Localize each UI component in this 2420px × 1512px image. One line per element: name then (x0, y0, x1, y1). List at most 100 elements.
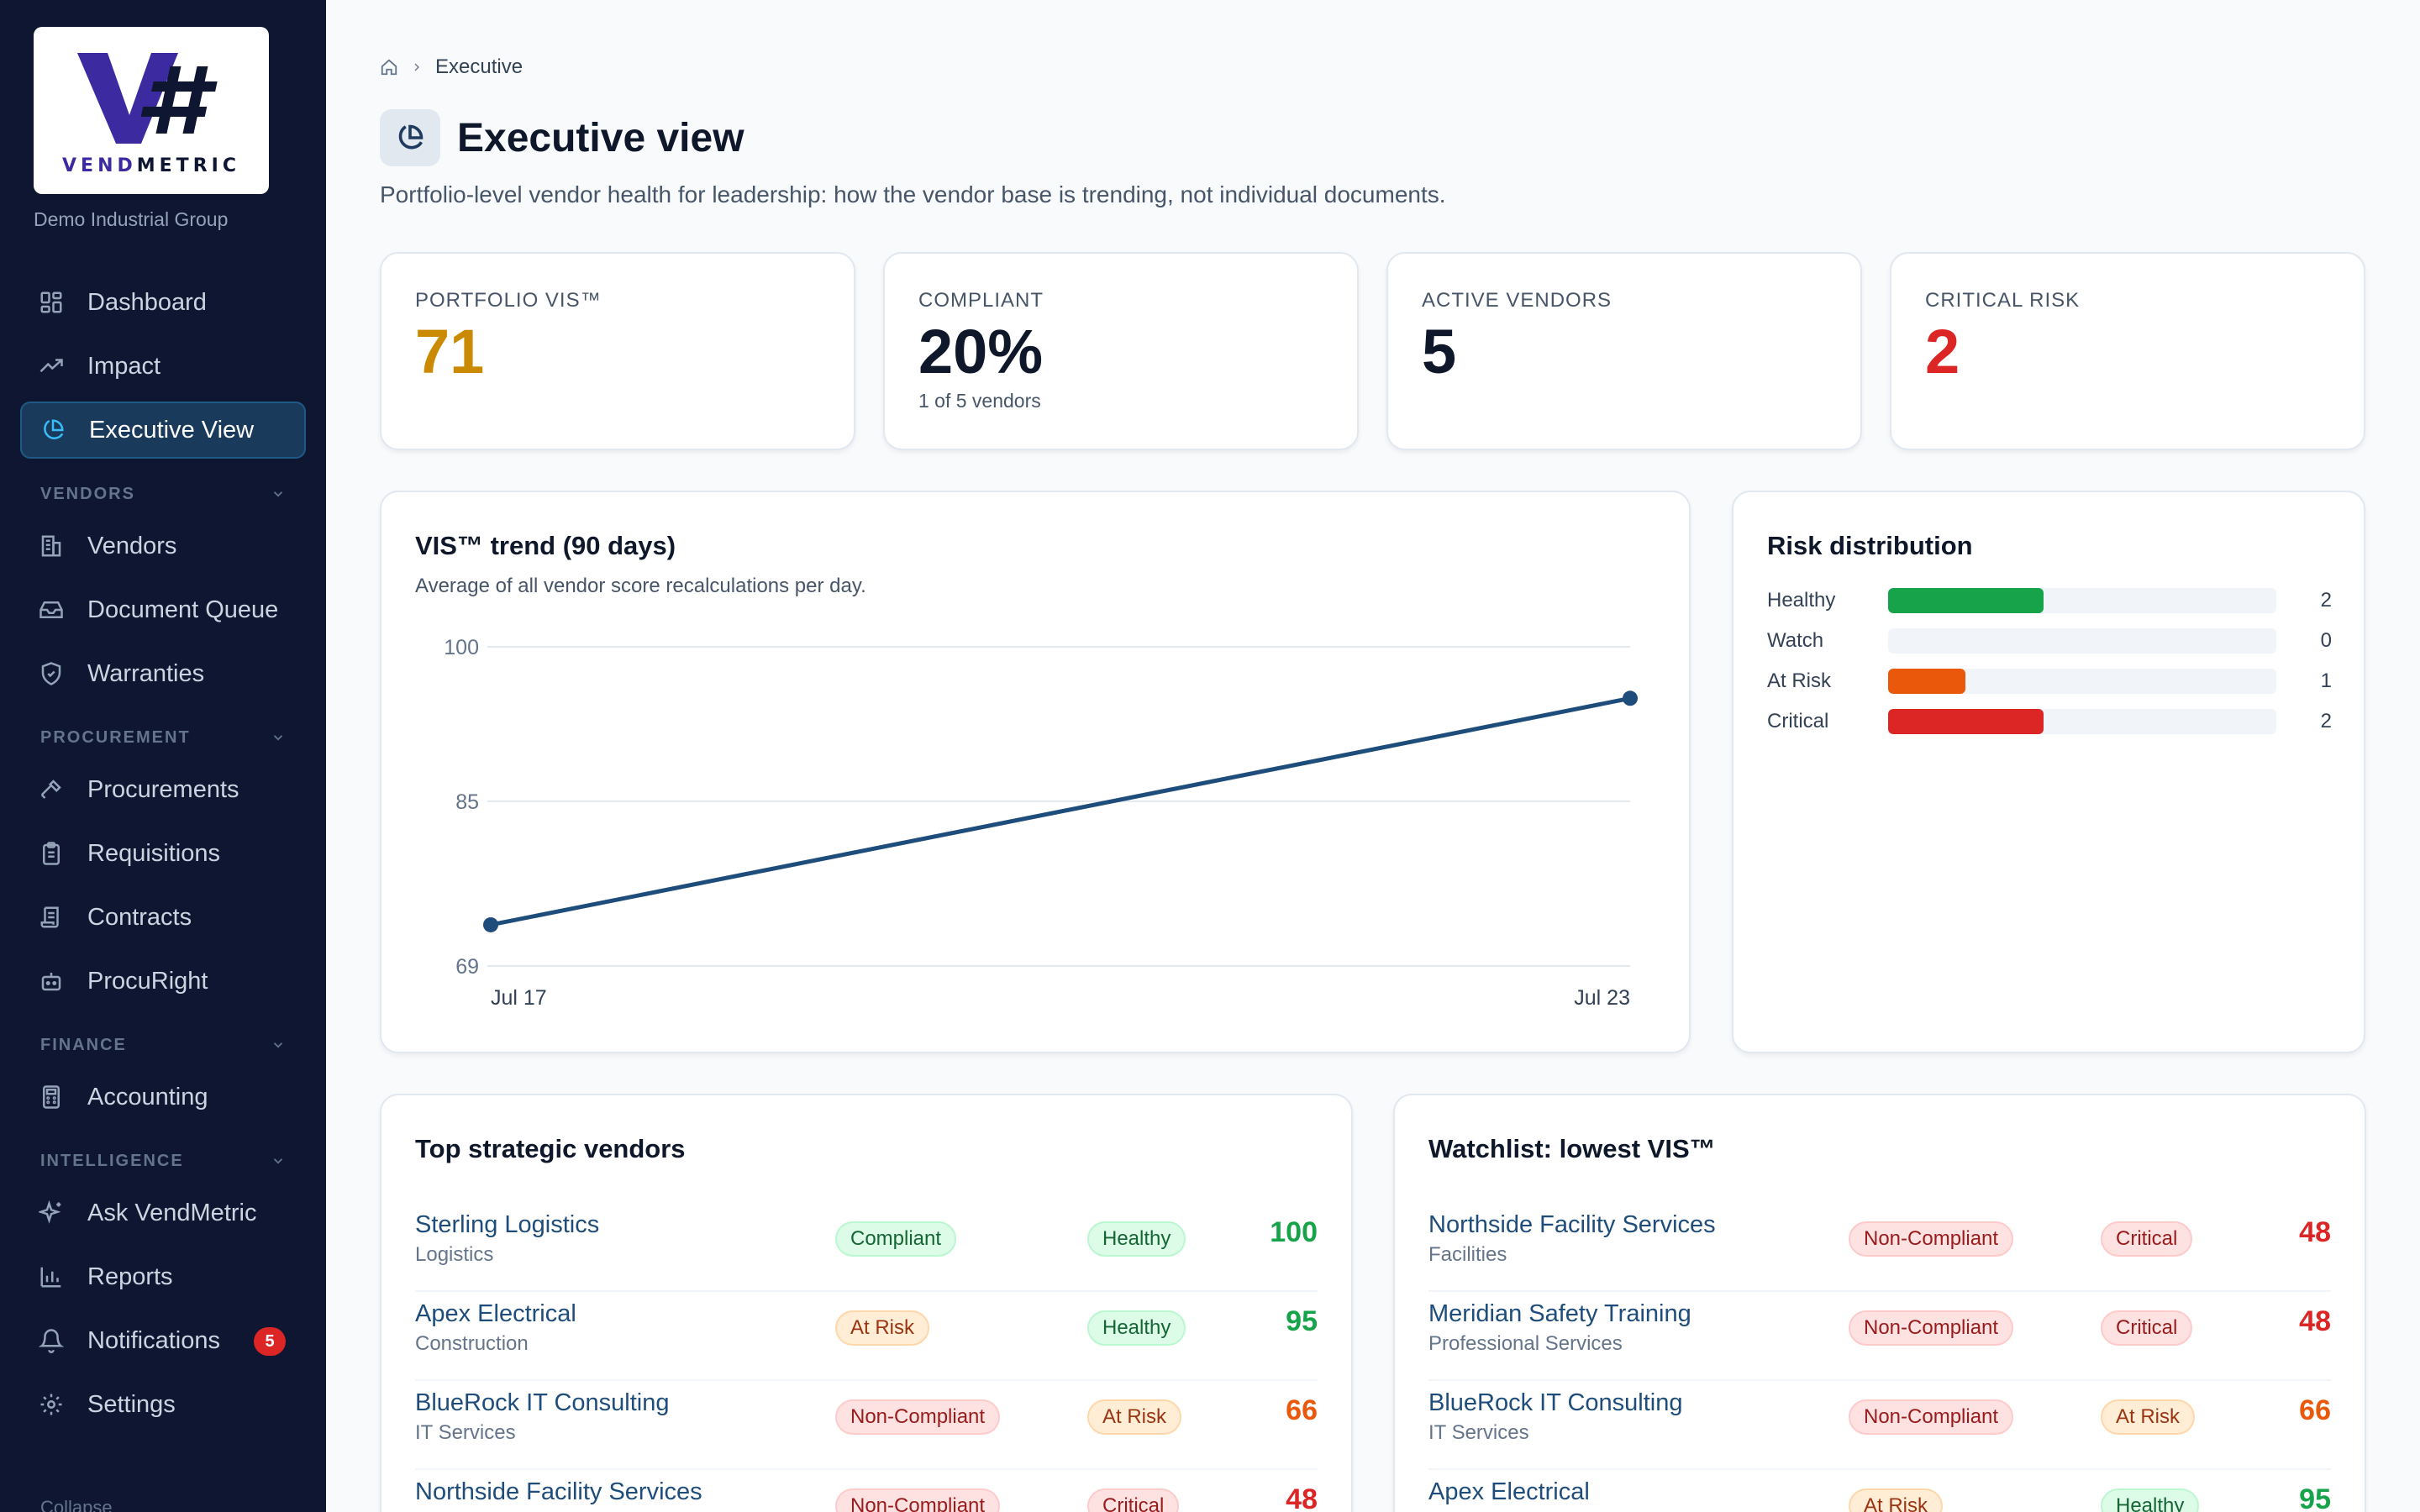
section-finance[interactable]: FINANCE (20, 1028, 306, 1062)
nav-label: Settings (87, 1390, 176, 1418)
card-title: Watchlist: lowest VIS™ (1428, 1134, 1716, 1163)
nav-contracts[interactable]: Contracts (20, 889, 306, 946)
nav-label: Warranties (87, 659, 205, 687)
kpi-card-compliant: COMPLIANT 20% 1 of 5 vendors (883, 252, 1359, 450)
card-subtitle: Average of all vendor score recalculatio… (415, 575, 866, 597)
trend-point (483, 916, 498, 932)
section-title: FINANCE (40, 1035, 127, 1054)
kpi-card-active-vendors: ACTIVE VENDORS 5 (1386, 252, 1862, 450)
health-badge: At Risk (1087, 1399, 1182, 1435)
nav-dashboard[interactable]: Dashboard (20, 274, 306, 331)
risk-count: 1 (2320, 669, 2332, 692)
compliance-badge: Non-Compliant (835, 1488, 1001, 1512)
nav-warranties[interactable]: Warranties (20, 645, 306, 702)
kpi-label: CRITICAL RISK (1925, 289, 2081, 312)
trend-line (490, 696, 1631, 927)
kpi-value: 71 (415, 317, 485, 386)
y-tick-label: 69 (455, 955, 479, 979)
nav-procuright[interactable]: ProcuRight (20, 953, 306, 1010)
vendor-row[interactable]: Apex Electrical Construction At Risk Health… (1428, 1470, 2331, 1512)
nav-vendors[interactable]: Vendors (20, 517, 306, 575)
vendmetric-logo[interactable]: VENDMETRIC (34, 27, 269, 194)
nav-executive-view[interactable]: Executive View (20, 402, 306, 459)
vendor-row[interactable]: Meridian Safety Training Professional Ser… (1428, 1292, 2331, 1381)
kpi-subtext: 1 of 5 vendors (918, 390, 1041, 412)
nav-label: ProcuRight (87, 967, 208, 995)
home-icon[interactable] (380, 58, 398, 76)
dashboard-icon (39, 290, 64, 315)
risk-bar-track (1888, 709, 2276, 734)
nav-notifications[interactable]: Notifications 5 (20, 1312, 306, 1369)
section-title: PROCUREMENT (40, 727, 191, 747)
building-icon (39, 533, 64, 559)
vendor-score: 66 (1286, 1394, 1318, 1426)
kpi-label: COMPLIANT (918, 289, 1044, 312)
nav-label: Vendors (87, 532, 177, 559)
vendor-row[interactable]: Northside Facility Services Facilities Non… (1428, 1203, 2331, 1292)
vendor-score: 95 (1286, 1305, 1318, 1337)
vendor-name-link[interactable]: Northside Facility Services (1428, 1211, 1716, 1238)
nav-impact[interactable]: Impact (20, 338, 306, 395)
collapse-sidebar-button[interactable]: Collapse (40, 1497, 113, 1512)
vendor-row[interactable]: BlueRock IT Consulting IT Services Non-Com… (1428, 1381, 2331, 1470)
vendor-name-link[interactable]: Apex Electrical (1428, 1478, 1590, 1505)
scroll-icon (39, 905, 64, 930)
sidebar: VENDMETRIC Demo Industrial Group Dashboa… (0, 0, 326, 1512)
nav-procurements[interactable]: Procurements (20, 761, 306, 818)
health-badge: Healthy (1087, 1221, 1186, 1257)
watchlist-card: Watchlist: lowest VIS™ Northside Facilit… (1393, 1094, 2366, 1512)
vendor-score: 66 (2299, 1394, 2331, 1426)
health-badge: Healthy (2101, 1488, 2200, 1512)
nav-ask-vendmetric[interactable]: Ask VendMetric (20, 1184, 306, 1242)
chevron-right-icon (414, 63, 419, 71)
nav-label: Reports (87, 1263, 173, 1290)
risk-bar (1888, 588, 2044, 613)
health-badge: At Risk (2101, 1399, 2196, 1435)
risk-label: At Risk (1767, 669, 1832, 692)
vendor-row[interactable]: Northside Facility Services Facilities Non… (415, 1470, 1318, 1512)
vendor-name-link[interactable]: Sterling Logistics (415, 1211, 600, 1238)
vendor-category: Logistics (415, 1243, 494, 1266)
nav-label: Contracts (87, 903, 192, 931)
health-badge: Critical (2101, 1221, 2193, 1257)
bot-icon (39, 969, 64, 994)
vis-trend-card: VIS™ trend (90 days) Average of all vend… (380, 491, 1691, 1053)
section-procurement[interactable]: PROCUREMENT (20, 721, 306, 754)
nav-requisitions[interactable]: Requisitions (20, 825, 306, 882)
nav-accounting[interactable]: Accounting (20, 1068, 306, 1126)
compliance-badge: Non-Compliant (1849, 1310, 2014, 1346)
vendor-name-link[interactable]: Meridian Safety Training (1428, 1300, 1691, 1327)
vendor-name-link[interactable]: BlueRock IT Consulting (415, 1389, 670, 1416)
vendor-name-link[interactable]: Northside Facility Services (415, 1478, 702, 1505)
vendor-name-link[interactable]: BlueRock IT Consulting (1428, 1389, 1683, 1416)
vendor-category: IT Services (1428, 1421, 1529, 1444)
kpi-card-critical-risk: CRITICAL RISK 2 (1890, 252, 2365, 450)
page-subtitle: Portfolio-level vendor health for leader… (380, 181, 1446, 207)
vendor-row[interactable]: Apex Electrical Construction At Risk Health… (415, 1292, 1318, 1381)
section-intelligence[interactable]: INTELLIGENCE (20, 1144, 306, 1178)
section-vendors[interactable]: VENDORS (20, 477, 306, 511)
x-tick-label: Jul 17 (491, 986, 547, 1010)
nav-settings[interactable]: Settings (20, 1376, 306, 1433)
vendor-category: Professional Services (1428, 1332, 1623, 1355)
chevron-down-icon (273, 735, 283, 741)
notification-count-badge: 5 (254, 1327, 286, 1356)
risk-row-at-risk: At Risk 1 (1767, 667, 2332, 696)
breadcrumb-current: Executive (435, 55, 523, 78)
nav-reports[interactable]: Reports (20, 1248, 306, 1305)
inbox-icon (39, 597, 64, 622)
section-title: VENDORS (40, 484, 135, 503)
vendor-category: IT Services (415, 1421, 516, 1444)
section-title: INTELLIGENCE (40, 1151, 184, 1170)
vendor-row[interactable]: Sterling Logistics Logistics Compliant Heal… (415, 1203, 1318, 1292)
vendor-row[interactable]: BlueRock IT Consulting IT Services Non-Com… (415, 1381, 1318, 1470)
risk-label: Watch (1767, 629, 1824, 652)
bar-chart-icon (39, 1264, 64, 1289)
vendor-score: 48 (2299, 1305, 2331, 1337)
nav-document-queue[interactable]: Document Queue (20, 581, 306, 638)
sparkles-icon (39, 1200, 64, 1226)
nav-label: Ask VendMetric (87, 1199, 257, 1226)
y-tick-label: 100 (444, 636, 479, 659)
vendor-name-link[interactable]: Apex Electrical (415, 1300, 576, 1327)
vendor-score: 100 (1270, 1216, 1318, 1248)
